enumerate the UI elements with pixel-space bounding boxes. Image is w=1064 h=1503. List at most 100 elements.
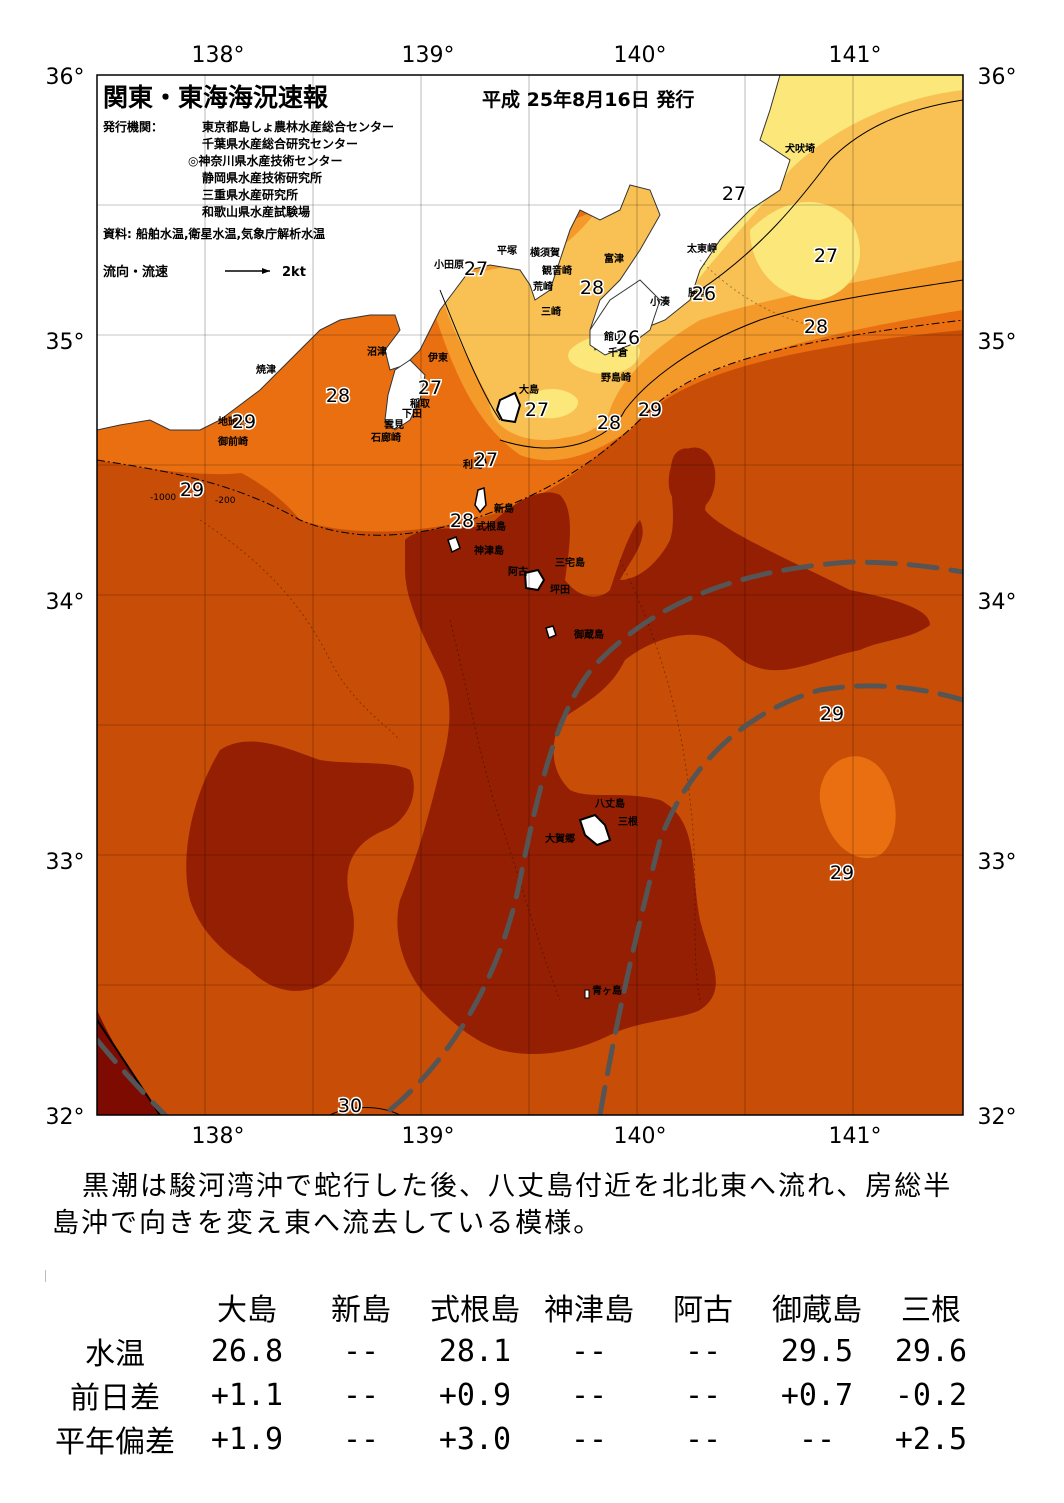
isotherm-label: 27 bbox=[814, 245, 838, 267]
column-header: 大島 bbox=[217, 1293, 277, 1328]
place-name: 焼津 bbox=[256, 363, 276, 376]
table-cell: 29.6 bbox=[894, 1333, 968, 1369]
place-name: 館山 bbox=[603, 330, 624, 343]
issuer: 和歌山県水産試験場 bbox=[201, 204, 310, 219]
place-name: 稲取 bbox=[410, 397, 431, 410]
place-name: 横須賀 bbox=[530, 246, 560, 259]
place-name: 富津 bbox=[604, 252, 624, 265]
issuer: ◎神奈川県水産技術センター bbox=[188, 153, 342, 168]
isotherm-label: 29 bbox=[830, 862, 854, 884]
isotherm-label: 27 bbox=[722, 183, 746, 205]
table-cell: -- bbox=[684, 1333, 722, 1369]
isotherm-label: 29 bbox=[232, 411, 256, 433]
column-header: 御蔵島 bbox=[772, 1293, 862, 1328]
table-cell: -0.2 bbox=[894, 1377, 968, 1413]
place-name: 三崎 bbox=[541, 305, 561, 318]
description-line: 黒潮は駿河湾沖で蛇行した後、八丈島付近を北北東へ流れ、房総半 bbox=[82, 1171, 953, 1202]
flow-scale-value: 2kt bbox=[282, 265, 306, 280]
sea-temperature-map: 138° 139° 140° 141° 138° 139° 140° 141° … bbox=[46, 43, 1017, 1149]
row-header: 水温 bbox=[85, 1337, 145, 1372]
lat-label-right: 33° bbox=[978, 850, 1017, 875]
table-cell: -- bbox=[342, 1333, 380, 1369]
isotherm-label: 27 bbox=[525, 399, 549, 421]
sst-27-pocket bbox=[750, 201, 860, 300]
lon-label-bottom: 139° bbox=[402, 1124, 455, 1149]
table-cell: +1.1 bbox=[210, 1377, 284, 1413]
island-hachijo bbox=[578, 813, 612, 847]
isotherm-lines bbox=[97, 99, 963, 1115]
lon-label-bottom: 140° bbox=[614, 1124, 667, 1149]
column-header: 三根 bbox=[901, 1293, 961, 1328]
island-toshima bbox=[477, 453, 487, 468]
lat-label-left: 35° bbox=[46, 330, 85, 355]
table-cell: -- bbox=[684, 1377, 722, 1413]
table-cell: -- bbox=[342, 1377, 380, 1413]
table-cell: 26.8 bbox=[210, 1333, 284, 1369]
place-name: 犬吠埼 bbox=[785, 142, 815, 155]
lat-label-right: 35° bbox=[978, 330, 1017, 355]
place-name: 御前崎 bbox=[217, 435, 248, 448]
place-names: 犬吠埼 太東岬 小湊 勝浦 富津 横須賀 観音崎 平塚 小田原 荒崎 三崎 館山… bbox=[217, 142, 815, 997]
column-header: 式根島 bbox=[430, 1293, 520, 1328]
place-name: 伊東 bbox=[427, 351, 448, 364]
place-name: 三宅島 bbox=[555, 556, 585, 569]
row-header: 前日差 bbox=[70, 1381, 160, 1416]
situation-description: 黒潮は駿河湾沖で蛇行した後、八丈島付近を北北東へ流れ、房総半 島沖で向きを変え東… bbox=[52, 1168, 1012, 1242]
table-cell: -- bbox=[570, 1333, 608, 1369]
place-name: 小田原 bbox=[433, 258, 464, 271]
table-cell: -- bbox=[570, 1377, 608, 1413]
place-name: 沼津 bbox=[367, 345, 387, 358]
depth-label: -200 bbox=[215, 496, 236, 506]
sst-26-lensshape bbox=[528, 388, 579, 419]
place-name: 新島 bbox=[494, 502, 514, 515]
place-name: 石廊崎 bbox=[370, 431, 401, 444]
sst-29-5-west bbox=[186, 741, 414, 991]
land-honshu bbox=[97, 75, 791, 431]
place-name: 平塚 bbox=[497, 244, 517, 257]
table-row: 水温 26.8 -- 28.1 -- -- 29.5 29.6 bbox=[40, 1329, 988, 1373]
isotherm-label: 28 bbox=[450, 510, 474, 532]
place-name: 下田 bbox=[402, 408, 422, 420]
map-title: 関東・東海海況速報 bbox=[103, 83, 329, 112]
sst-29-east bbox=[739, 706, 963, 1020]
margin-mark bbox=[45, 1270, 46, 1282]
sst-29-5-region bbox=[397, 448, 930, 1055]
axis-labels: 138° 139° 140° 141° 138° 139° 140° 141° … bbox=[46, 43, 1017, 1149]
place-name: 三根 bbox=[618, 815, 638, 828]
column-header: 神津島 bbox=[544, 1293, 634, 1328]
place-name: 大島 bbox=[519, 383, 539, 396]
table-corner bbox=[40, 1285, 190, 1329]
island-oshima bbox=[495, 391, 522, 424]
place-name: 八丈島 bbox=[594, 797, 625, 810]
isotherm-label: 30 bbox=[338, 1095, 362, 1117]
island-aogashima bbox=[584, 989, 590, 999]
isotherm-label: 29 bbox=[820, 703, 844, 725]
lat-label-left: 36° bbox=[46, 65, 85, 90]
row-header: 平年偏差 bbox=[55, 1425, 175, 1460]
flow-legend-label: 流向・流速 bbox=[103, 264, 168, 280]
table-cell: +3.0 bbox=[438, 1421, 512, 1457]
isotherm-label: 28 bbox=[804, 316, 828, 338]
place-name: 大賀郷 bbox=[545, 832, 575, 845]
land-boso bbox=[589, 279, 661, 356]
table-cell: +0.7 bbox=[780, 1377, 854, 1413]
lon-label-top: 140° bbox=[614, 43, 667, 68]
place-name: 太東岬 bbox=[686, 242, 717, 255]
place-name: 荒崎 bbox=[532, 280, 553, 293]
isotherm-label: 28 bbox=[597, 412, 621, 434]
data-source: 資料: 船舶水温,衛星水温,気象庁解析水温 bbox=[103, 226, 325, 241]
table-cell: +1.9 bbox=[210, 1421, 284, 1457]
place-name: 式根島 bbox=[476, 520, 506, 533]
place-name: 神津島 bbox=[474, 544, 504, 557]
lat-lon-grid bbox=[97, 75, 963, 1115]
lon-label-top: 138° bbox=[192, 43, 245, 68]
issuer: 静岡県水産技術研究所 bbox=[202, 170, 322, 185]
map-frame bbox=[96, 74, 964, 1116]
table-cell: -- bbox=[342, 1421, 380, 1457]
lat-label-left: 32° bbox=[46, 1105, 85, 1130]
table-cell: 29.5 bbox=[780, 1333, 854, 1369]
place-name: 雲見 bbox=[384, 419, 404, 431]
place-name: 千倉 bbox=[608, 346, 629, 359]
isotherm-labels: 27 27 28 26 26 28 27 28 29 27 29 28 29 2… bbox=[178, 182, 855, 1119]
place-name: 坪田 bbox=[550, 583, 570, 596]
